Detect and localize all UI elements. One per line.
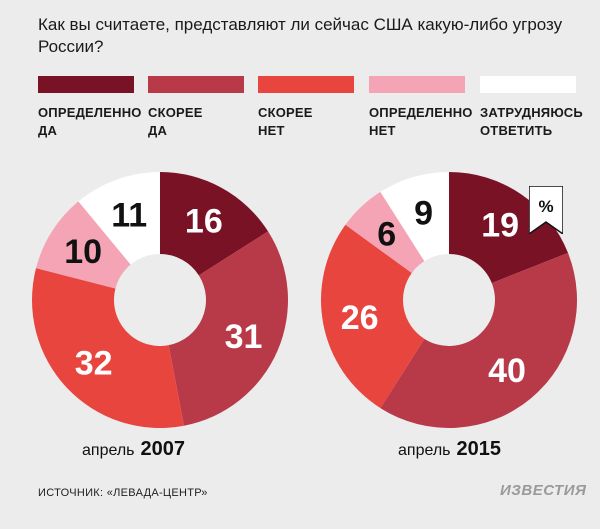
- slice-label-2015-rather-no: 26: [341, 299, 379, 337]
- legend-swatch-rather-no: [258, 76, 354, 93]
- slice-2015-rather-no: [321, 224, 425, 409]
- slice-2007-hard-to-say: [78, 172, 160, 265]
- legend-label-rather-yes: СКОРЕЕ ДА: [148, 105, 203, 138]
- slice-label-2007-definitely-yes: 16: [185, 202, 223, 240]
- slice-2007-rather-yes: [168, 231, 288, 426]
- caption-2007: апрель 2007: [82, 438, 185, 461]
- caption-2007-year: 2007: [140, 438, 186, 460]
- legend-item-definitely-no: ОПРЕДЕЛЕННО НЕТ: [369, 76, 473, 140]
- slice-2015-definitely-no: [345, 191, 425, 273]
- slice-label-2015-rather-yes: 40: [488, 352, 526, 390]
- legend-item-hard-to-say: ЗАТРУДНЯЮСЬ ОТВЕТИТЬ: [480, 76, 583, 140]
- caption-2015-year: 2015: [456, 438, 502, 460]
- caption-2007-prefix: апрель: [82, 442, 135, 459]
- caption-2015: апрель 2015: [398, 438, 501, 461]
- percent-flag: %: [529, 186, 563, 234]
- izvestia-logo: ИЗВЕСТИЯ: [500, 482, 587, 499]
- chart-title: Как вы считаете, представляют ли сейчас …: [38, 15, 563, 56]
- slice-2015-rather-yes: [380, 252, 577, 429]
- caption-2015-prefix: апрель: [398, 442, 451, 459]
- slice-2007-definitely-yes: [160, 172, 269, 276]
- legend: ОПРЕДЕЛЕННО ДА СКОРЕЕ ДА СКОРЕЕ НЕТ ОПРЕ…: [0, 76, 600, 156]
- legend-swatch-rather-yes: [148, 76, 244, 93]
- slice-label-2015-hard-to-say: 9: [414, 195, 433, 233]
- legend-item-rather-no: СКОРЕЕ НЕТ: [258, 76, 354, 140]
- legend-label-definitely-yes: ОПРЕДЕЛЕННО ДА: [38, 105, 142, 138]
- slice-2015-hard-to-say: [380, 172, 449, 262]
- legend-label-rather-no: СКОРЕЕ НЕТ: [258, 105, 313, 138]
- slice-label-2007-hard-to-say: 11: [111, 196, 147, 234]
- legend-swatch-hard-to-say: [480, 76, 576, 93]
- legend-label-hard-to-say: ЗАТРУДНЯЮСЬ ОТВЕТИТЬ: [480, 105, 583, 138]
- legend-swatch-definitely-no: [369, 76, 465, 93]
- slice-label-2015-definitely-no: 6: [377, 216, 396, 254]
- slice-2007-definitely-no: [36, 201, 131, 289]
- legend-item-definitely-yes: ОПРЕДЕЛЕННО ДА: [38, 76, 142, 140]
- slice-label-2007-rather-yes: 31: [225, 318, 263, 356]
- slice-2015-definitely-yes: [449, 172, 569, 284]
- legend-swatch-definitely-yes: [38, 76, 134, 93]
- source-note: ИСТОЧНИК: «ЛЕВАДА-ЦЕНТР»: [38, 487, 208, 499]
- slice-2007-rather-no: [31, 268, 184, 428]
- slice-label-2015-definitely-yes: 19: [481, 207, 519, 245]
- legend-item-rather-yes: СКОРЕЕ ДА: [148, 76, 244, 140]
- percent-sign: %: [538, 197, 553, 216]
- legend-label-definitely-no: ОПРЕДЕЛЕННО НЕТ: [369, 105, 473, 138]
- slice-label-2007-rather-no: 32: [75, 344, 113, 382]
- slice-label-2007-definitely-no: 10: [64, 233, 102, 271]
